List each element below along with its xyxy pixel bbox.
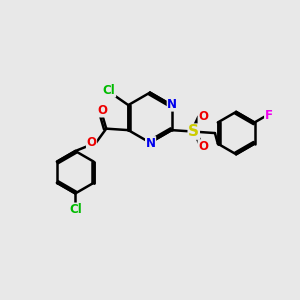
Text: N: N	[167, 98, 177, 111]
Text: N: N	[146, 137, 156, 150]
Text: Cl: Cl	[69, 203, 82, 216]
Text: O: O	[198, 110, 208, 123]
Text: Cl: Cl	[103, 84, 116, 97]
Text: F: F	[265, 109, 273, 122]
Text: O: O	[198, 140, 208, 153]
Text: S: S	[188, 124, 199, 139]
Text: O: O	[86, 136, 97, 149]
Text: O: O	[98, 104, 107, 117]
